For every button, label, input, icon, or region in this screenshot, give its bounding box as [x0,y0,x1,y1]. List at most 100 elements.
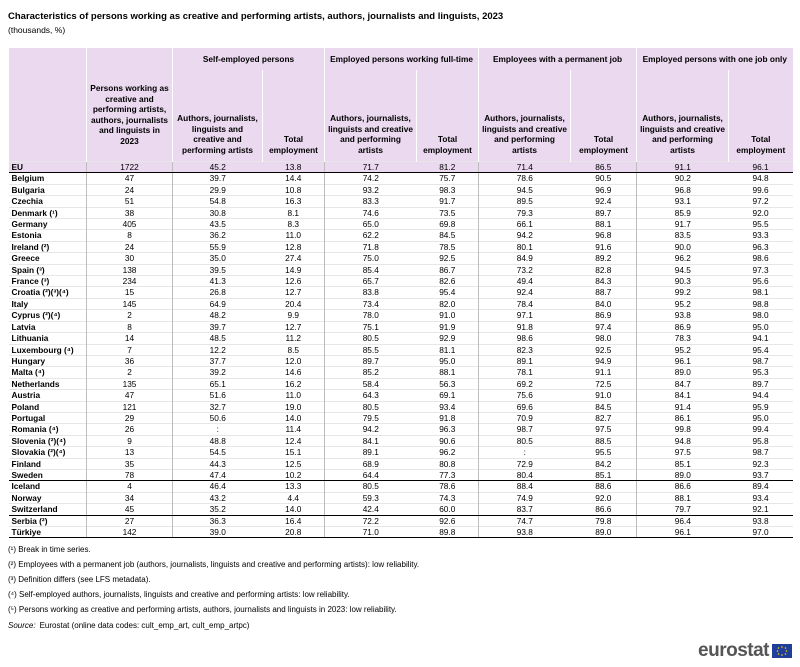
cell: 91.8 [416,411,479,424]
footnote: (²) Employees with a permanent job (auth… [8,560,420,569]
cell: 89.1 [324,446,417,459]
cell: 86.9 [636,320,729,333]
column-header: Total employment [728,70,793,162]
row-label: Slovakia (²)(⁴) [8,446,87,459]
row-label: Greece [8,252,87,265]
cell: 14.0 [262,411,325,424]
cell: 16.2 [262,377,325,390]
cell: 98.7 [478,423,571,436]
cell: 65.0 [324,218,417,230]
cell: 10.8 [262,183,325,196]
cell: 85.4 [324,263,417,276]
table-row: Sweden 78 47.4 10.2 64.4 77.3 80.4 85.1 89.0 93.7 [8,468,793,482]
cell: 135 [86,377,173,390]
cell: 86.6 [570,503,637,516]
cell: 82.0 [416,297,479,310]
cell: 32.7 [172,400,263,413]
column-header: Authors, journalists, linguists and crea… [636,70,729,162]
cell: 68.9 [324,457,417,470]
cell: 9.9 [262,309,325,322]
table-row: Ireland (²) 24 55.9 12.8 71.8 78.5 80.1 91.6 90.… [8,240,793,253]
cell: 11.2 [262,332,325,344]
cell: 89.8 [416,525,479,539]
column-header: Authors, journalists, linguists and crea… [172,70,263,162]
cell: 72.5 [570,377,637,390]
row-label: Spain (³) [8,263,87,276]
table-row: Bulgaria 24 29.9 10.8 93.2 98.3 94.5 96.9 96.8 99… [8,183,793,196]
cell: 96.9 [570,183,637,196]
cell: 39.5 [172,263,263,276]
cell: 24 [86,240,173,253]
cell: 19.0 [262,400,325,413]
row-label: Croatia (²)(³)(⁴) [8,286,87,299]
table-row: Netherlands 135 65.1 16.2 58.4 56.3 69.2 72.5 84… [8,377,793,390]
cell: 98.6 [478,332,571,344]
cell: 121 [86,400,173,413]
cell: 78.1 [478,366,571,379]
cell: 70.9 [478,411,571,424]
cell: 15 [86,286,173,299]
cell: 39.7 [172,320,263,333]
row-label: Netherlands [8,377,87,390]
cell: 39.7 [172,172,263,185]
cell: 24 [86,183,173,196]
cell: 92.3 [728,457,793,470]
cell: 95.8 [728,434,793,447]
cell: 88.1 [416,366,479,379]
cell: 97.0 [728,525,793,539]
cell: 95.2 [636,297,729,310]
cell: 42.4 [324,503,417,516]
row-label: Italy [8,297,87,310]
row-label: France (³) [8,275,87,287]
cell: 96.1 [728,160,793,174]
cell: 89.2 [570,252,637,265]
cell: 64.3 [324,389,417,402]
cell: 72.9 [478,457,571,470]
cell: 71.0 [324,525,417,539]
cell: 37.7 [172,354,263,367]
cell: 91.7 [636,218,729,230]
cell: 46.4 [172,480,263,493]
eu-flag [772,644,792,658]
table-row: Norway 34 43.2 4.4 59.3 74.3 74.9 92.0 88.1 93.4 [8,491,793,504]
cell: 8.3 [262,218,325,230]
cell: 86.7 [416,263,479,276]
cell: 83.3 [324,195,417,208]
cell: 85.2 [324,366,417,379]
cell: 94.5 [478,183,571,196]
cell: 12.0 [262,354,325,367]
cell: 92.0 [570,491,637,504]
cell: 90.6 [416,434,479,447]
cell: 97.3 [728,263,793,276]
cell: 78.6 [416,480,479,493]
cell: 96.1 [636,525,729,539]
table-row: EU 1722 45.2 13.8 71.7 81.2 71.4 86.5 91.1 96.1 [8,160,793,174]
subtitle: (thousands, %) [8,25,66,35]
cell: 98.6 [728,252,793,265]
cell: 97.5 [570,423,637,436]
row-label: Germany [8,218,87,230]
column-header: Persons working as creative and performi… [86,48,173,162]
cell: 75.0 [324,252,417,265]
cell: 98.0 [570,332,637,344]
cell: 98.3 [416,183,479,196]
cell: 8.5 [262,343,325,356]
cell: 71.8 [324,240,417,253]
cell: 96.2 [636,252,729,265]
source: Source: Eurostat (online data codes: cult… [8,621,249,630]
cell: 12.7 [262,320,325,333]
cell: 15.1 [262,446,325,459]
cell: 41.3 [172,275,263,287]
cell: 97.1 [478,309,571,322]
cell: 66.1 [478,218,571,230]
cell: 69.1 [416,389,479,402]
cell: 92.4 [570,195,637,208]
cell: 93.3 [728,229,793,242]
cell: 80.8 [416,457,479,470]
cell: 80.5 [324,400,417,413]
cell: 73.4 [324,297,417,310]
row-label: Cyprus (²)(⁴) [8,309,87,322]
cell: 92.6 [416,514,479,527]
cell: 95.5 [728,218,793,230]
cell: 59.3 [324,491,417,504]
